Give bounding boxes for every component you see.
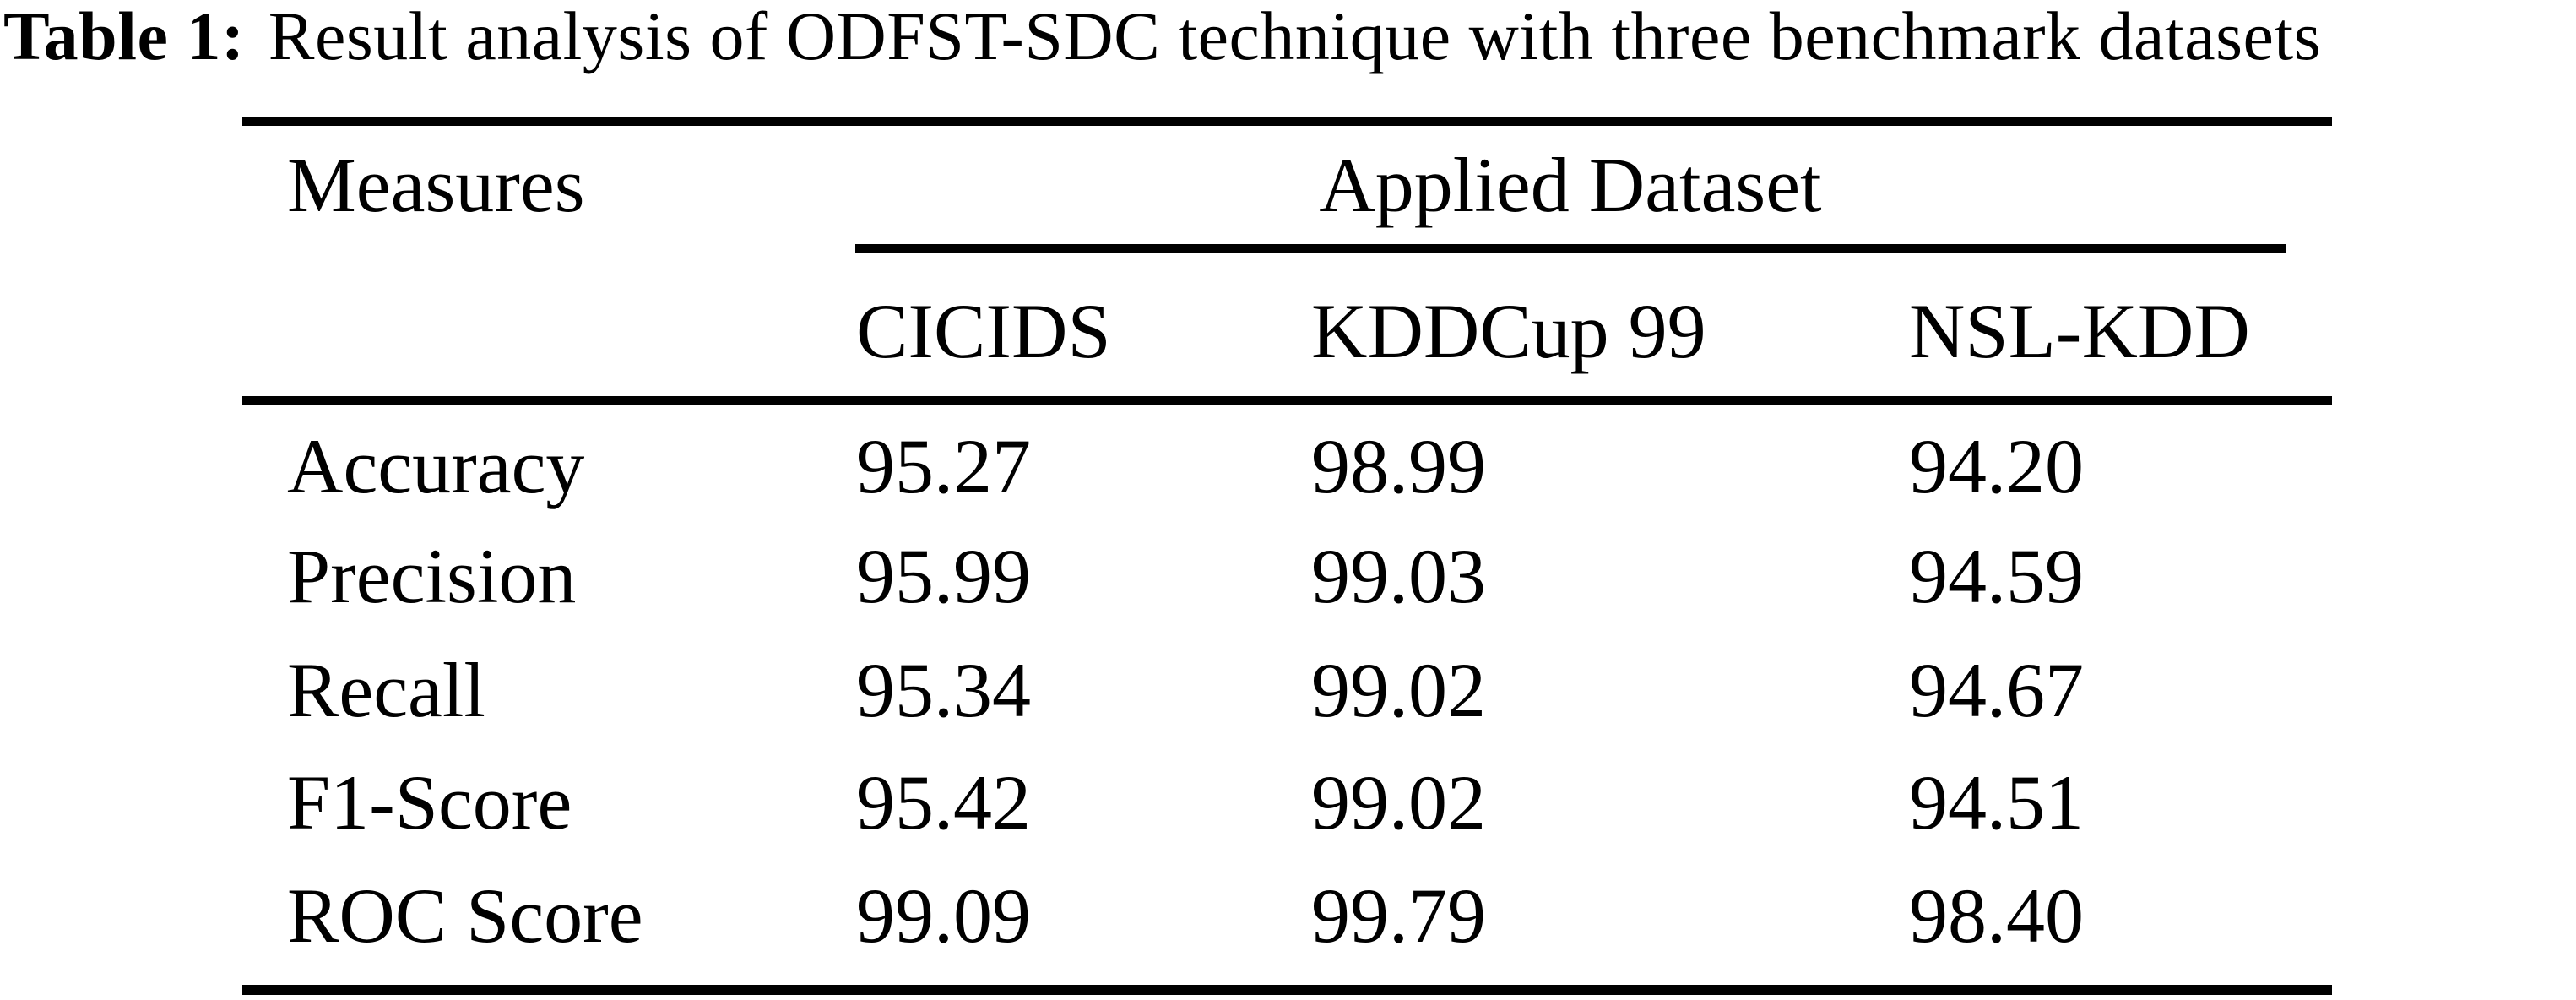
table-caption-text: Result analysis of ODFST-SDC technique w… bbox=[268, 0, 2322, 74]
cell-accuracy-cicids: 95.27 bbox=[856, 423, 1031, 509]
column-header-cicids: CICIDS bbox=[856, 288, 1111, 374]
cell-roc-score-cicids: 99.09 bbox=[856, 872, 1031, 959]
cell-f1-score-cicids: 95.42 bbox=[856, 759, 1031, 845]
column-header-nslkdd: NSL-KDD bbox=[1909, 288, 2250, 374]
cell-recall-kddcup99: 99.02 bbox=[1311, 647, 1486, 733]
table-top-rule bbox=[242, 117, 2332, 126]
cell-recall-cicids: 95.34 bbox=[856, 647, 1031, 733]
column-header-kddcup99: KDDCup 99 bbox=[1311, 288, 1706, 374]
column-header-measures: Measures bbox=[287, 142, 585, 228]
cell-precision-kddcup99: 99.03 bbox=[1311, 533, 1486, 619]
table-caption: Table 1: Result analysis of ODFST-SDC tec… bbox=[3, 0, 2321, 76]
row-label-precision: Precision bbox=[287, 533, 577, 619]
row-label-accuracy: Accuracy bbox=[287, 423, 585, 509]
table-bottom-rule bbox=[242, 985, 2332, 995]
table-mid-rule bbox=[242, 396, 2332, 405]
row-label-f1-score: F1-Score bbox=[287, 759, 572, 845]
cell-roc-score-kddcup99: 99.79 bbox=[1311, 872, 1486, 959]
cell-accuracy-kddcup99: 98.99 bbox=[1311, 423, 1486, 509]
row-label-roc-score: ROC Score bbox=[287, 872, 643, 959]
row-label-recall: Recall bbox=[287, 647, 485, 733]
cell-f1-score-nslkdd: 94.51 bbox=[1909, 759, 2084, 845]
applied-dataset-underline-rule bbox=[855, 244, 2286, 253]
table-caption-number: Table 1: bbox=[3, 0, 245, 74]
cell-recall-nslkdd: 94.67 bbox=[1909, 647, 2084, 733]
cell-accuracy-nslkdd: 94.20 bbox=[1909, 423, 2084, 509]
cell-roc-score-nslkdd: 98.40 bbox=[1909, 872, 2084, 959]
cell-f1-score-kddcup99: 99.02 bbox=[1311, 759, 1486, 845]
cell-precision-nslkdd: 94.59 bbox=[1909, 533, 2084, 619]
cell-precision-cicids: 95.99 bbox=[856, 533, 1031, 619]
column-group-header-applied-dataset: Applied Dataset bbox=[1319, 142, 1822, 228]
